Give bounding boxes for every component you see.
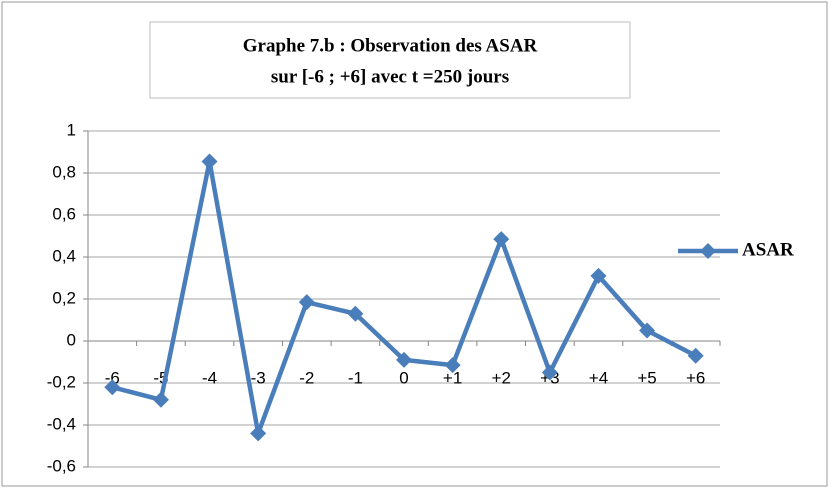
- legend-label: ASAR: [742, 239, 794, 260]
- y-tick-label: 0,4: [52, 246, 76, 265]
- marker: [152, 391, 169, 408]
- marker: [493, 231, 510, 248]
- y-tick-label: -0,6: [47, 456, 76, 475]
- chart-title: sur [-6 ; +6] avec t =250 jours: [271, 66, 509, 87]
- y-tick-label: 1: [67, 120, 76, 139]
- x-tick-label: 0: [399, 368, 408, 387]
- marker: [250, 425, 267, 442]
- x-tick-label: +5: [637, 368, 656, 387]
- marker: [396, 351, 412, 368]
- x-tick-label: -4: [202, 368, 217, 387]
- marker: [590, 267, 607, 284]
- x-tick-label: +2: [492, 368, 511, 387]
- y-tick-label: 0: [67, 330, 76, 349]
- x-tick-label: -6: [105, 368, 120, 387]
- marker: [639, 322, 656, 339]
- y-tick-label: -0,4: [47, 414, 76, 433]
- x-tick-label: +4: [589, 368, 608, 387]
- marker: [687, 347, 704, 364]
- marker: [347, 305, 364, 322]
- y-tick-label: 0,8: [52, 162, 76, 181]
- x-tick-label: +1: [443, 368, 462, 387]
- x-tick-label: -3: [251, 368, 266, 387]
- title-box: [149, 21, 631, 99]
- y-tick-label: 0,6: [52, 204, 76, 223]
- marker: [201, 153, 218, 170]
- marker: [104, 379, 121, 396]
- marker: [541, 364, 558, 381]
- y-tick-label: -0,2: [47, 372, 76, 391]
- x-tick-label: +6: [686, 368, 705, 387]
- x-tick-label: -1: [348, 368, 363, 387]
- marker: [444, 357, 461, 374]
- x-tick-label: -2: [299, 368, 314, 387]
- legend-marker: [700, 243, 716, 259]
- marker: [298, 294, 315, 311]
- chart-title: Graphe 7.b : Observation des ASAR: [243, 35, 538, 56]
- y-tick-label: 0,2: [52, 288, 76, 307]
